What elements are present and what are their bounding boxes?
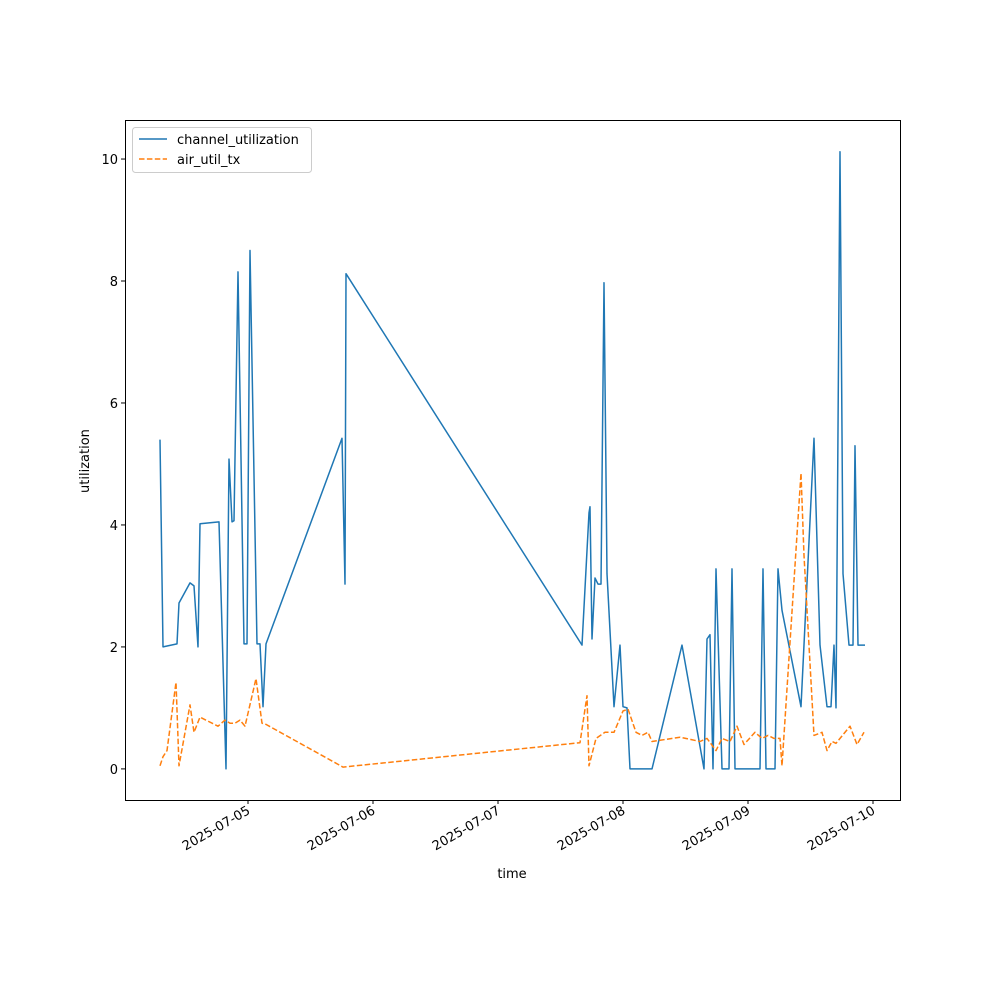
x-tick-label: 2025-07-09 bbox=[680, 803, 753, 854]
y-tick-label: 8 bbox=[110, 275, 118, 290]
legend-label-air-util-tx: air_util_tx bbox=[177, 153, 241, 168]
series-line-channel-utilization bbox=[159, 150, 865, 770]
y-tick-label: 4 bbox=[110, 519, 118, 534]
y-tick-label: 0 bbox=[110, 763, 118, 778]
legend: channel_utilization air_util_tx bbox=[132, 127, 312, 173]
x-tick-label: 2025-07-07 bbox=[430, 803, 503, 854]
x-tick-label: 2025-07-10 bbox=[805, 803, 878, 854]
legend-label-channel-utilization: channel_utilization bbox=[177, 133, 299, 148]
x-tick-label: 2025-07-06 bbox=[305, 803, 378, 854]
x-tick-label: 2025-07-05 bbox=[180, 803, 253, 854]
y-tick-label: 2 bbox=[110, 641, 118, 656]
y-tick-label: 10 bbox=[101, 153, 118, 168]
x-tick-label: 2025-07-08 bbox=[555, 803, 628, 854]
plot-frame bbox=[125, 120, 901, 801]
series-line-air-util-tx bbox=[159, 472, 865, 768]
legend-box bbox=[132, 127, 312, 173]
x-axis-label: time bbox=[497, 867, 526, 882]
y-tick-label: 6 bbox=[110, 397, 118, 412]
y-axis-label: utilization bbox=[78, 429, 93, 493]
